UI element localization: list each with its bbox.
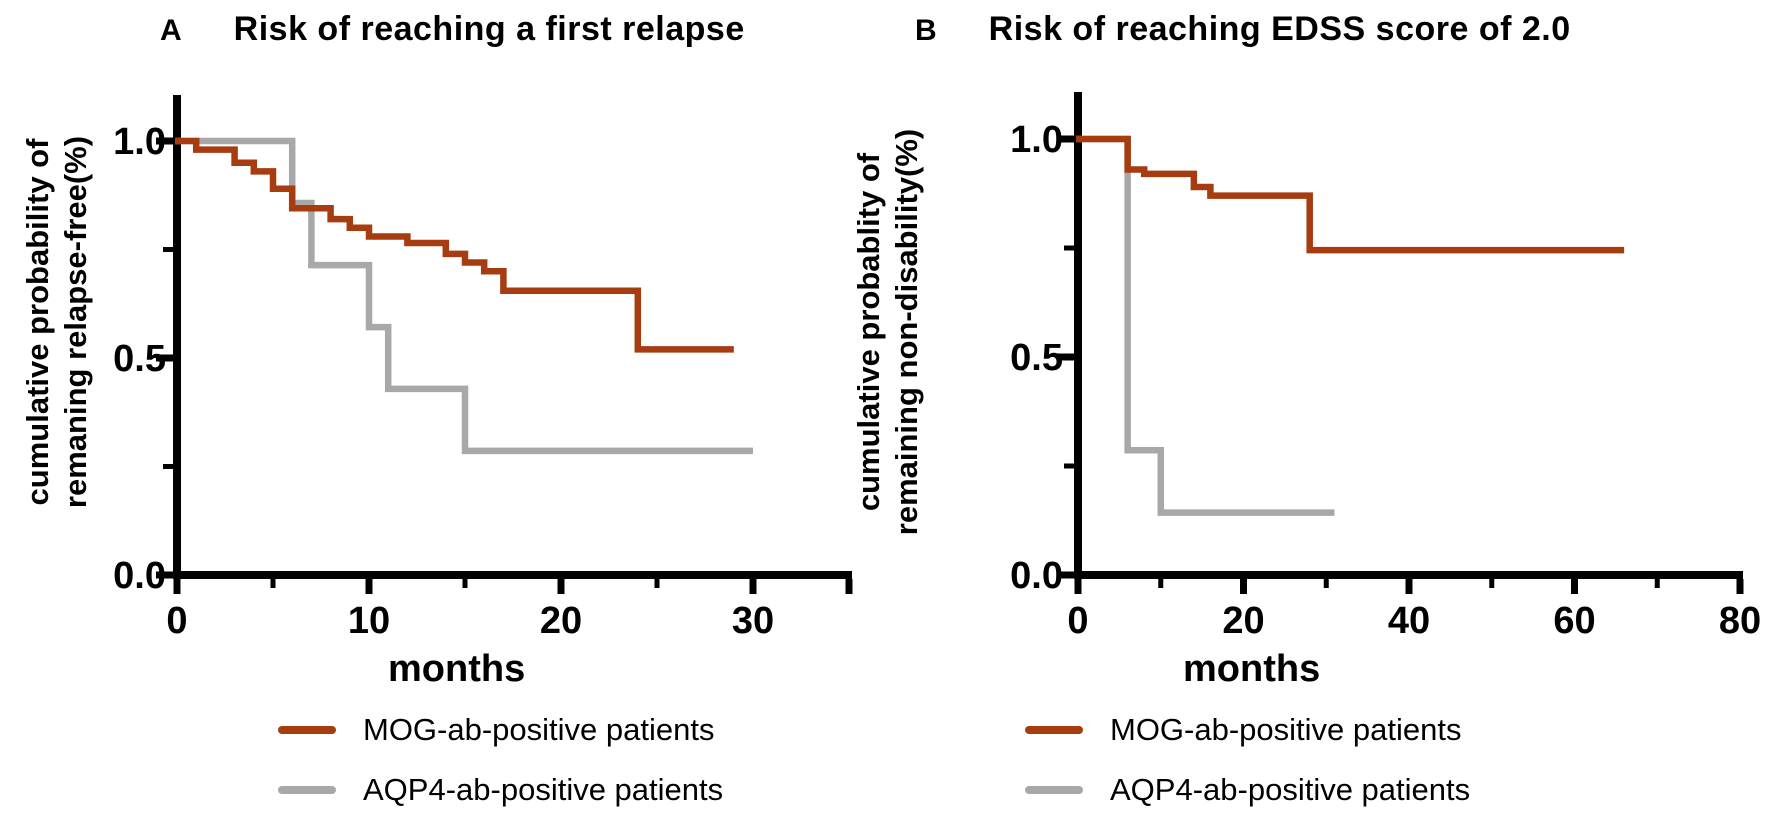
panel-a-y-axis-label-line1: cumulative probability of [20, 138, 55, 506]
panel-b-y-axis-label: cumulative probablity of remaining non-d… [848, 82, 928, 582]
aqp4-line-swatch [1025, 786, 1083, 794]
panel-a-y-axis-label: cumulative probability of remaning relap… [17, 82, 97, 562]
panel-b-legend-aqp4: AQP4-ab-positive patients [1025, 771, 1470, 809]
km-curve-aqp4-a [175, 137, 753, 455]
aqp4-legend-label: AQP4-ab-positive patients [1110, 772, 1471, 807]
panel-a-x-axis-label: months [388, 648, 526, 690]
panel-B-plot: 0 20 40 60 80 1.0 0.5 0.0 [1010, 92, 1761, 642]
panel-b-x-axis-label: months [1183, 648, 1321, 690]
aqp4-legend-label: AQP4-ab-positive patients [363, 772, 724, 807]
x-tick-label: 0 [166, 600, 187, 642]
x-tick-label: 30 [732, 600, 774, 642]
x-tick-label: 80 [1719, 600, 1761, 642]
x-tick-label: 40 [1388, 600, 1430, 642]
y-tick-label: 1.0 [113, 121, 166, 163]
panel-b-label: B [915, 14, 937, 47]
km-curve-mog-b [1076, 135, 1625, 254]
x-tick-label: 20 [1222, 600, 1264, 642]
x-tick-label: 60 [1553, 600, 1595, 642]
panel-b-header: B Risk of reaching EDSS score of 2.0 [915, 10, 1571, 49]
mog-legend-label: MOG-ab-positive patients [363, 712, 715, 747]
km-curve-mog-a [175, 137, 734, 353]
y-tick-label: 0.5 [1010, 337, 1063, 379]
x-tick-label: 0 [1067, 600, 1088, 642]
panel-a-header: A Risk of reaching a first relapse [160, 10, 745, 49]
x-tick-label: 20 [540, 600, 582, 642]
y-tick-label: 0.5 [113, 338, 166, 380]
mog-line-swatch [278, 726, 336, 734]
panel-a-legend-mog: MOG-ab-positive patients [278, 711, 714, 749]
panel-b-y-axis-label-line1: cumulative probablity of [851, 152, 886, 512]
panel-a-title: Risk of reaching a first relapse [233, 10, 745, 48]
aqp4-line-swatch [278, 786, 336, 794]
panel-b-legend-mog: MOG-ab-positive patients [1025, 711, 1461, 749]
y-tick-label: 0.0 [113, 555, 166, 597]
panel-a-label: A [160, 14, 182, 47]
panel-a-legend-aqp4: AQP4-ab-positive patients [278, 771, 723, 809]
panel-a-y-axis-label-line2: remaning relapse-free(%) [58, 135, 93, 509]
mog-line-swatch [1025, 726, 1083, 734]
panel-b-y-axis-label-line2: remaining non-disability(%) [889, 128, 924, 536]
y-tick-label: 1.0 [1010, 119, 1063, 161]
y-tick-label: 0.0 [1010, 555, 1063, 597]
panel-A-plot: 0 10 20 30 1.0 0.5 0.0 [113, 95, 853, 642]
x-tick-label: 10 [348, 600, 390, 642]
panel-b-title: Risk of reaching EDSS score of 2.0 [988, 10, 1571, 48]
mog-legend-label: MOG-ab-positive patients [1110, 712, 1462, 747]
